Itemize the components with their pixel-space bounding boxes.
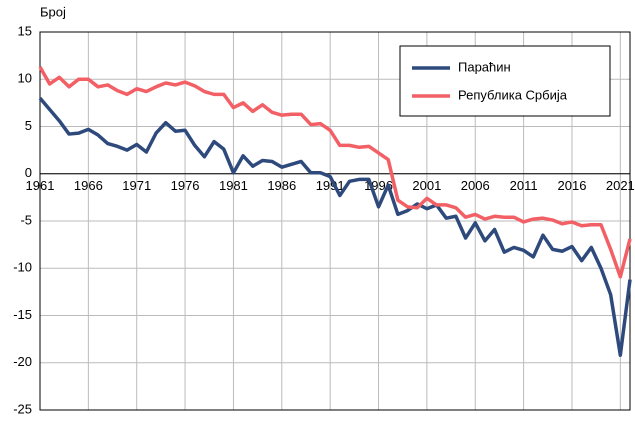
x-tick-label: 2021: [606, 178, 635, 193]
y-tick-label: -10: [13, 260, 32, 275]
y-tick-label: -20: [13, 354, 32, 369]
x-tick-label: 1981: [219, 178, 248, 193]
legend-label: Република Србија: [458, 87, 568, 102]
legend-label: Параћин: [458, 59, 511, 74]
x-tick-label: 1971: [122, 178, 151, 193]
y-tick-label: -15: [13, 307, 32, 322]
y-tick-label: 15: [18, 23, 32, 38]
x-tick-label: 2001: [412, 178, 441, 193]
y-tick-label: -25: [13, 401, 32, 416]
series-line: [38, 66, 632, 279]
plot-border: [39, 31, 631, 411]
x-tick-label: 1986: [267, 178, 296, 193]
legend-box: [399, 45, 611, 117]
y-tick-label: -5: [20, 212, 32, 227]
x-tick-label: 2006: [461, 178, 490, 193]
y-tick-label: 5: [25, 118, 32, 133]
y-axis-label: Број: [40, 4, 66, 19]
y-tick-label: 10: [18, 71, 32, 86]
x-tick-label: 1976: [171, 178, 200, 193]
y-tick-label: 0: [25, 165, 32, 180]
x-tick-label: 1966: [74, 178, 103, 193]
x-tick-label: 1991: [316, 178, 345, 193]
series-line: [38, 97, 632, 357]
x-tick-label: 2016: [558, 178, 587, 193]
x-tick-label: 2011: [510, 178, 538, 193]
